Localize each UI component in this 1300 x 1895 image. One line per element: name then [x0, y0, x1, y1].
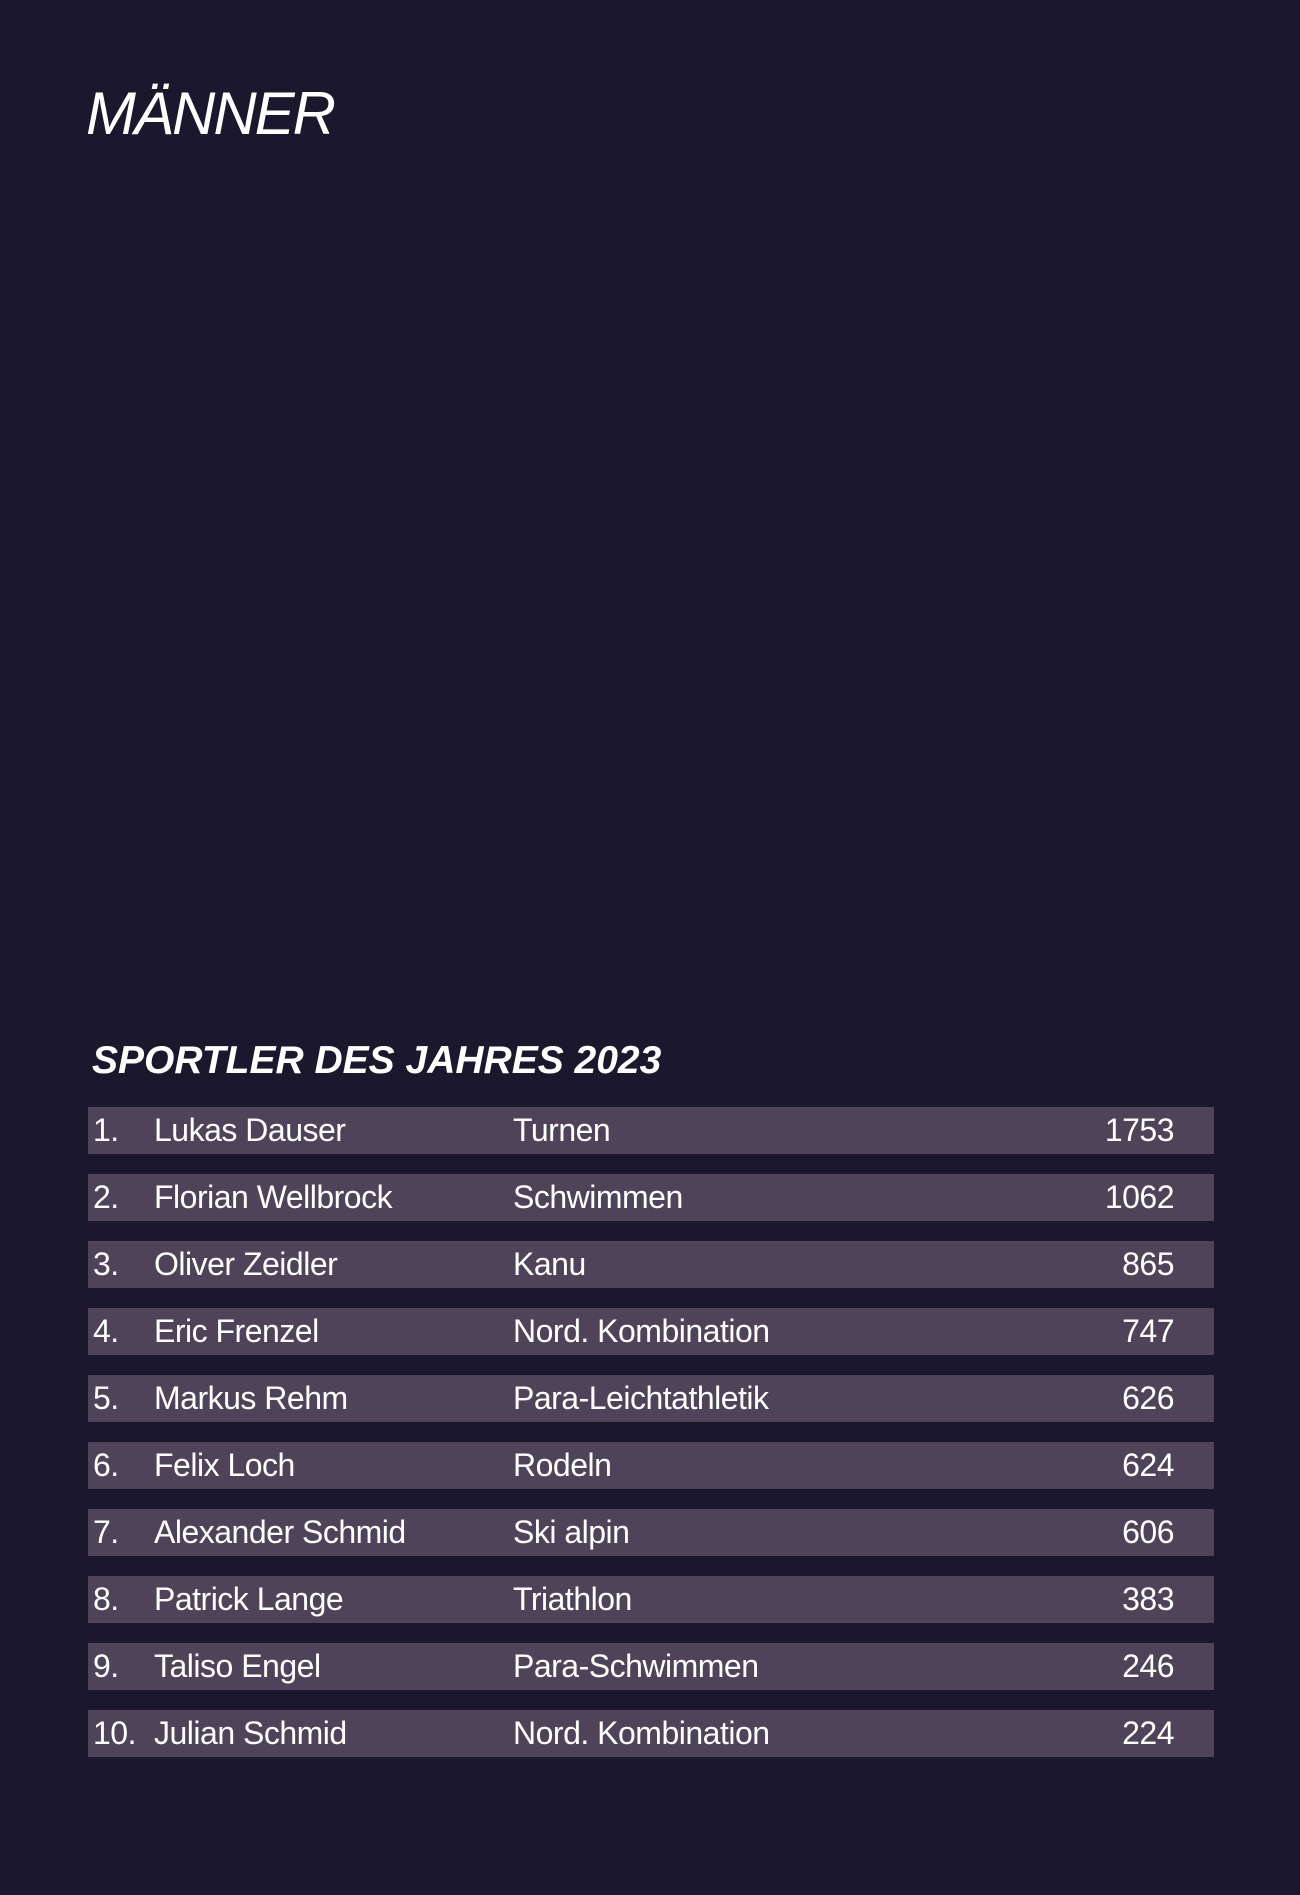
athlete-name: Julian Schmid: [154, 1715, 347, 1751]
rank: 2.: [93, 1179, 119, 1215]
ranking-row: 10. Julian Schmid Nord. Kombination 224: [88, 1710, 1214, 1757]
athlete-name: Felix Loch: [154, 1447, 295, 1483]
sport: Kanu: [513, 1246, 586, 1282]
points: 224: [1122, 1715, 1174, 1751]
athlete-name: Lukas Dauser: [154, 1112, 346, 1148]
list-title: SPORTLER DES JAHRES 2023: [92, 1039, 662, 1082]
points: 246: [1122, 1648, 1174, 1684]
athlete-name: Markus Rehm: [154, 1380, 348, 1416]
rank: 8.: [93, 1581, 119, 1617]
ranking-row: 8. Patrick Lange Triathlon 383: [88, 1576, 1214, 1623]
ranking-row: 9. Taliso Engel Para-Schwimmen 246: [88, 1643, 1214, 1690]
rank: 5.: [93, 1380, 119, 1416]
points: 865: [1122, 1246, 1174, 1282]
athlete-name: Florian Wellbrock: [154, 1179, 393, 1215]
sport: Para-Leichtathletik: [513, 1380, 769, 1416]
athlete-name: Eric Frenzel: [154, 1313, 319, 1349]
ranking-row: 6. Felix Loch Rodeln 624: [88, 1442, 1214, 1489]
ranking-row: 5. Markus Rehm Para-Leichtathletik 626: [88, 1375, 1214, 1422]
sport: Schwimmen: [513, 1179, 683, 1215]
rank: 9.: [93, 1648, 119, 1684]
ranking-row: 7. Alexander Schmid Ski alpin 606: [88, 1509, 1214, 1556]
sport: Ski alpin: [513, 1514, 630, 1550]
points: 1062: [1104, 1179, 1175, 1215]
ranking-row: 1. Lukas Dauser Turnen 1753: [88, 1107, 1214, 1154]
sport: Nord. Kombination: [513, 1313, 770, 1349]
points: 606: [1122, 1514, 1174, 1550]
ranking-row: 2. Florian Wellbrock Schwimmen 1062: [88, 1174, 1214, 1221]
points: 626: [1122, 1380, 1174, 1416]
points: 1753: [1104, 1112, 1175, 1148]
rank: 6.: [93, 1447, 119, 1483]
ranking-row: 4. Eric Frenzel Nord. Kombination 747: [88, 1308, 1214, 1355]
ranking-row: 3. Oliver Zeidler Kanu 865: [88, 1241, 1214, 1288]
ranking-list: 1. Lukas Dauser Turnen 1753 2. Florian W…: [88, 1107, 1214, 1777]
rank: 1.: [93, 1112, 119, 1148]
athlete-name: Patrick Lange: [154, 1581, 344, 1617]
rank: 3.: [93, 1246, 119, 1282]
rank: 10.: [93, 1715, 136, 1751]
sport: Turnen: [513, 1112, 611, 1148]
page-heading: MÄNNER: [86, 80, 336, 147]
points: 624: [1122, 1447, 1174, 1483]
athlete-name: Oliver Zeidler: [154, 1246, 338, 1282]
sport: Nord. Kombination: [513, 1715, 770, 1751]
rank: 7.: [93, 1514, 119, 1550]
sport: Triathlon: [513, 1581, 632, 1617]
sport: Para-Schwimmen: [513, 1648, 759, 1684]
rank: 4.: [93, 1313, 119, 1349]
points: 747: [1122, 1313, 1174, 1349]
points: 383: [1122, 1581, 1174, 1617]
athlete-name: Taliso Engel: [154, 1648, 321, 1684]
athlete-name: Alexander Schmid: [154, 1514, 406, 1550]
sport: Rodeln: [513, 1447, 612, 1483]
